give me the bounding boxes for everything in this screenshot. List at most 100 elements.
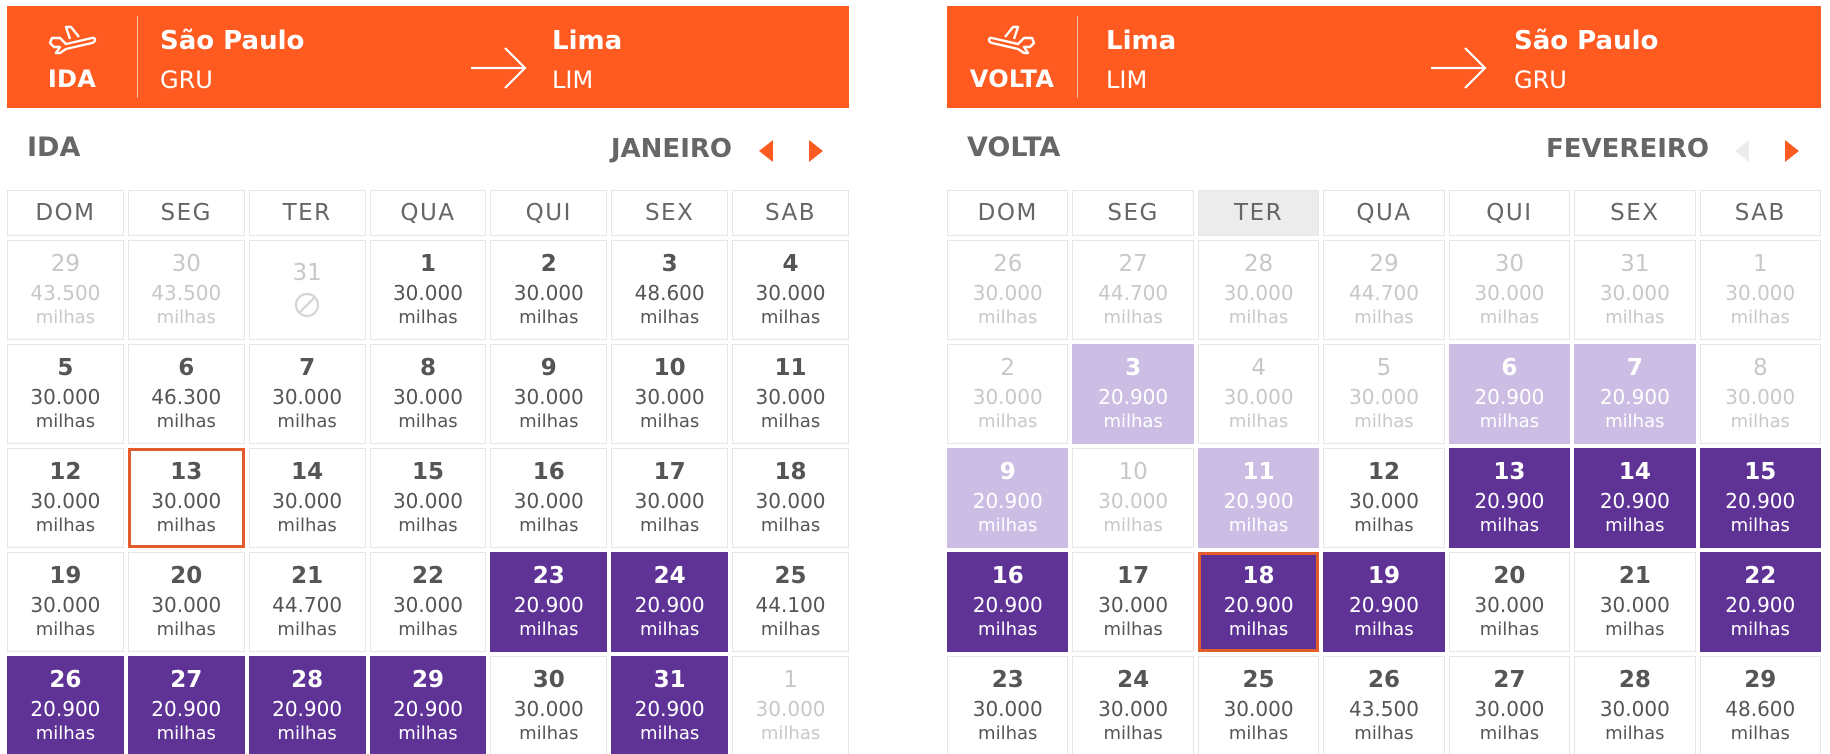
day-number: 29 xyxy=(50,250,81,277)
weekday-header: QUI xyxy=(1448,190,1571,236)
calendar-day-cell[interactable]: 26 43.500 milhas xyxy=(1323,656,1445,754)
calendar-day-cell[interactable]: 9 20.900 milhas xyxy=(947,448,1069,548)
calendar-day-cell[interactable]: 17 30.000 milhas xyxy=(611,448,729,548)
price-unit: milhas xyxy=(760,410,821,432)
calendar-day-cell[interactable]: 7 30.000 milhas xyxy=(248,344,366,444)
calendar-day-cell[interactable]: 6 20.900 milhas xyxy=(1448,344,1571,444)
calendar-day-cell[interactable]: 11 20.900 milhas xyxy=(1197,448,1320,548)
calendar-day-cell[interactable]: 28 30.000 milhas xyxy=(1197,240,1320,340)
outbound-panel: IDA São Paulo GRU Lima LIM IDA JANEIRO D… xyxy=(7,6,849,754)
price-value: 30.000 xyxy=(1599,592,1670,617)
destination-city: São Paulo GRU xyxy=(1514,26,1658,94)
next-month-button[interactable] xyxy=(805,138,827,164)
price-value: 30.000 xyxy=(755,384,826,409)
calendar-day-cell[interactable]: 12 30.000 milhas xyxy=(7,448,124,548)
price-unit: milhas xyxy=(1228,410,1289,432)
day-number: 10 xyxy=(653,354,686,381)
calendar-day-cell[interactable]: 13 20.900 milhas xyxy=(1448,448,1571,548)
calendar-day-cell[interactable]: 2 30.000 milhas xyxy=(490,240,608,340)
calendar-day-cell[interactable]: 15 30.000 milhas xyxy=(369,448,487,548)
calendar-day-cell[interactable]: 26 20.900 milhas xyxy=(7,656,124,754)
calendar-day-cell[interactable]: 18 30.000 milhas xyxy=(732,448,849,548)
calendar-day-cell[interactable]: 8 30.000 milhas xyxy=(1699,344,1821,444)
calendar-day-cell[interactable]: 18 20.900 milhas xyxy=(1197,552,1320,652)
calendar-day-cell[interactable]: 29 43.500 milhas xyxy=(7,240,124,340)
calendar-day-cell[interactable]: 5 30.000 milhas xyxy=(7,344,124,444)
calendar-day-cell[interactable]: 24 30.000 milhas xyxy=(1072,656,1194,754)
price-unit: milhas xyxy=(1228,514,1289,536)
price-value: 30.000 xyxy=(755,488,826,513)
day-number: 11 xyxy=(774,354,807,381)
calendar-day-cell[interactable]: 25 30.000 milhas xyxy=(1197,656,1320,754)
calendar-day-cell[interactable]: 2 30.000 milhas xyxy=(947,344,1069,444)
calendar-day-cell[interactable]: 28 30.000 milhas xyxy=(1574,656,1696,754)
next-month-button[interactable] xyxy=(1781,138,1803,164)
calendar-day-cell[interactable]: 29 44.700 milhas xyxy=(1323,240,1445,340)
calendar-day-cell[interactable]: 25 44.100 milhas xyxy=(732,552,849,652)
day-number: 16 xyxy=(532,458,565,485)
prev-month-button[interactable] xyxy=(1731,138,1753,164)
calendar-day-cell[interactable]: 5 30.000 milhas xyxy=(1323,344,1445,444)
day-number: 6 xyxy=(178,354,195,381)
price-unit: milhas xyxy=(1730,618,1790,640)
calendar-day-cell[interactable]: 8 30.000 milhas xyxy=(369,344,487,444)
calendar-day-cell[interactable]: 7 20.900 milhas xyxy=(1574,344,1696,444)
calendar-day-cell[interactable]: 1 30.000 milhas xyxy=(732,656,849,754)
calendar-day-cell[interactable]: 22 30.000 milhas xyxy=(369,552,487,652)
calendar-day-cell[interactable]: 27 20.900 milhas xyxy=(127,656,245,754)
calendar-day-cell[interactable]: 29 20.900 milhas xyxy=(369,656,487,754)
calendar-day-cell[interactable]: 31 20.900 milhas xyxy=(611,656,729,754)
calendar-day-cell[interactable]: 14 20.900 milhas xyxy=(1574,448,1696,548)
calendar-day-cell[interactable]: 23 30.000 milhas xyxy=(947,656,1069,754)
calendar-day-cell[interactable]: 4 30.000 milhas xyxy=(1197,344,1320,444)
calendar-day-cell[interactable]: 3 48.600 milhas xyxy=(611,240,729,340)
calendar-day-cell[interactable]: 11 30.000 milhas xyxy=(732,344,849,444)
price-unit: milhas xyxy=(156,514,216,536)
weekday-header: QUI xyxy=(490,190,608,236)
calendar-day-cell[interactable]: 30 30.000 milhas xyxy=(490,656,608,754)
calendar-day-cell[interactable]: 24 20.900 milhas xyxy=(611,552,729,652)
day-number: 7 xyxy=(1626,354,1643,381)
calendar-day-cell[interactable]: 22 20.900 milhas xyxy=(1699,552,1821,652)
calendar-day-cell[interactable]: 23 20.900 milhas xyxy=(490,552,608,652)
calendar-day-cell[interactable]: 1 30.000 milhas xyxy=(369,240,487,340)
calendar-day-cell[interactable]: 30 43.500 milhas xyxy=(127,240,245,340)
price-value: 30.000 xyxy=(1348,384,1419,409)
calendar-day-cell[interactable]: 4 30.000 milhas xyxy=(732,240,849,340)
calendar-day-cell[interactable]: 21 30.000 milhas xyxy=(1574,552,1696,652)
calendar-day-cell[interactable]: 31 30.000 milhas xyxy=(1574,240,1696,340)
calendar-day-cell[interactable]: 12 30.000 milhas xyxy=(1323,448,1445,548)
calendar-day-cell[interactable]: 19 30.000 milhas xyxy=(7,552,124,652)
calendar-day-cell[interactable]: 20 30.000 milhas xyxy=(127,552,245,652)
calendar-day-cell[interactable]: 14 30.000 milhas xyxy=(248,448,366,548)
calendar-day-cell[interactable]: 19 20.900 milhas xyxy=(1323,552,1445,652)
price-unit: milhas xyxy=(519,410,579,432)
calendar-day-cell[interactable]: 15 20.900 milhas xyxy=(1699,448,1821,548)
calendar-day-cell[interactable]: 3 20.900 milhas xyxy=(1072,344,1194,444)
calendar-day-cell[interactable]: 9 30.000 milhas xyxy=(490,344,608,444)
calendar-day-cell[interactable]: 20 30.000 milhas xyxy=(1448,552,1571,652)
calendar-day-cell[interactable]: 10 30.000 milhas xyxy=(611,344,729,444)
calendar-day-cell[interactable]: 6 46.300 milhas xyxy=(127,344,245,444)
day-number: 1 xyxy=(783,666,798,693)
day-number: 20 xyxy=(170,562,203,589)
calendar-day-cell[interactable]: 13 30.000 milhas xyxy=(127,448,245,548)
price-value: 30.000 xyxy=(1725,280,1796,305)
price-value: 48.600 xyxy=(1725,696,1796,721)
calendar-day-cell[interactable]: 27 44.700 milhas xyxy=(1072,240,1194,340)
calendar-day-cell[interactable]: 29 48.600 milhas xyxy=(1699,656,1821,754)
calendar-day-cell[interactable]: 26 30.000 milhas xyxy=(947,240,1069,340)
calendar-day-cell[interactable]: 16 30.000 milhas xyxy=(490,448,608,548)
day-number: 22 xyxy=(411,562,444,589)
calendar-day-cell[interactable]: 28 20.900 milhas xyxy=(248,656,366,754)
calendar-day-cell[interactable]: 17 30.000 milhas xyxy=(1072,552,1194,652)
return-tag-block: VOLTA xyxy=(947,16,1078,98)
prev-month-button[interactable] xyxy=(755,138,777,164)
calendar-day-cell[interactable]: 16 20.900 milhas xyxy=(947,552,1069,652)
calendar-day-cell[interactable]: 27 30.000 milhas xyxy=(1448,656,1571,754)
day-number: 21 xyxy=(291,562,324,589)
calendar-day-cell[interactable]: 30 30.000 milhas xyxy=(1448,240,1571,340)
calendar-day-cell[interactable]: 10 30.000 milhas xyxy=(1072,448,1194,548)
calendar-day-cell[interactable]: 21 44.700 milhas xyxy=(248,552,366,652)
calendar-day-cell[interactable]: 1 30.000 milhas xyxy=(1699,240,1821,340)
